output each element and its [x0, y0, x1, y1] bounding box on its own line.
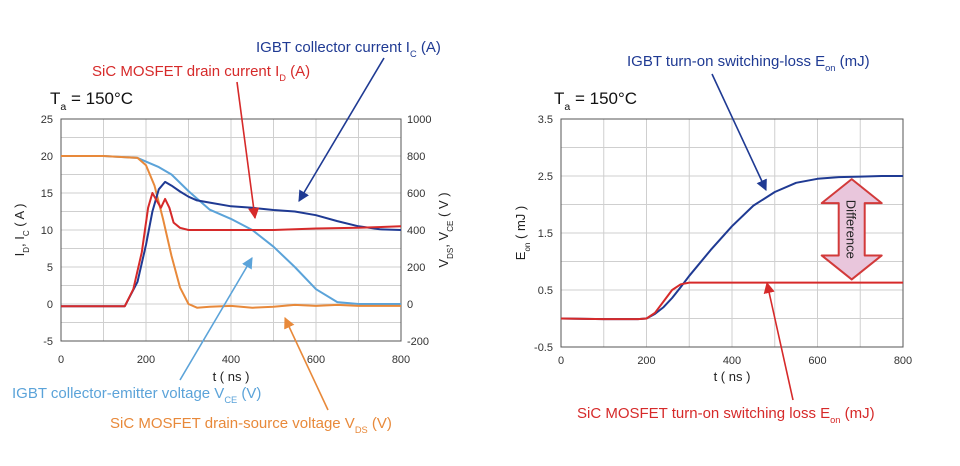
annotation-label: SiC MOSFET turn-on switching loss Eon (m… — [577, 405, 875, 425]
series-line — [61, 155, 401, 309]
annotation-label: IGBT turn-on switching-loss Eon (mJ) — [627, 53, 870, 73]
series-line — [61, 180, 402, 308]
y-left-tick-label: 10 — [41, 225, 53, 237]
x-tick-label: 400 — [723, 355, 741, 367]
x-tick-label: 0 — [558, 355, 564, 367]
y-left-tick-label: 5 — [47, 262, 53, 274]
annotation-label: IGBT collector current IC (A) — [256, 39, 441, 59]
y-right-tick-label: 0 — [407, 299, 413, 311]
series-line — [61, 192, 402, 308]
x-tick-label: 200 — [637, 355, 655, 367]
y-tick-label: 2.5 — [538, 171, 553, 183]
series-line — [560, 281, 903, 321]
annotation-arrow — [763, 281, 794, 401]
annotation-arrow — [236, 81, 260, 220]
annotation-label: IGBT collector-emitter voltage VCE (V) — [12, 385, 261, 405]
annotation-arrow — [298, 57, 385, 202]
difference-arrow — [820, 178, 883, 281]
y-left-tick-label: 15 — [41, 188, 53, 200]
x-tick-label: 800 — [894, 355, 912, 367]
y-right-tick-label: 200 — [407, 262, 425, 274]
y-left-tick-label: 20 — [41, 151, 53, 163]
y-axis-label: Eon ( mJ ) — [513, 206, 532, 260]
series-line — [61, 155, 401, 305]
x-tick-label: 600 — [808, 355, 826, 367]
difference-label: Difference — [844, 200, 859, 259]
y-right-tick-label: 600 — [407, 188, 425, 200]
y-left-tick-label: 0 — [47, 299, 53, 311]
annotation-arrow — [284, 316, 329, 411]
y-right-tick-label: 1000 — [407, 114, 431, 126]
annotation-label: SiC MOSFET drain current ID (A) — [92, 63, 310, 83]
y-tick-label: -0.5 — [534, 342, 553, 354]
temperature-label: Ta = 150°C — [554, 89, 637, 113]
x-tick-label: 600 — [307, 354, 325, 366]
x-tick-label: 400 — [222, 354, 240, 366]
right-plot-frame — [560, 118, 904, 348]
x-tick-label: 200 — [137, 354, 155, 366]
y-left-tick-label: 25 — [41, 114, 53, 126]
x-axis-label: t ( ns ) — [213, 369, 250, 384]
y-right-axis-label: VDS, VCE ( V ) — [436, 192, 455, 267]
y-right-tick-label: -200 — [407, 336, 429, 348]
y-tick-label: 0.5 — [538, 285, 553, 297]
annotation-label: SiC MOSFET drain-source voltage VDS (V) — [110, 415, 392, 435]
temperature-label: Ta = 150°C — [50, 89, 133, 113]
y-left-axis-label: ID, IC ( A ) — [12, 204, 31, 257]
y-left-tick-label: -5 — [43, 336, 53, 348]
x-axis-label: t ( ns ) — [714, 369, 751, 384]
annotation-arrow — [711, 73, 767, 192]
y-right-tick-label: 400 — [407, 225, 425, 237]
y-right-tick-label: 800 — [407, 151, 425, 163]
x-tick-label: 0 — [58, 354, 64, 366]
y-tick-label: 3.5 — [538, 114, 553, 126]
x-tick-label: 800 — [392, 354, 410, 366]
y-tick-label: 1.5 — [538, 228, 553, 240]
annotation-arrow — [179, 257, 253, 381]
